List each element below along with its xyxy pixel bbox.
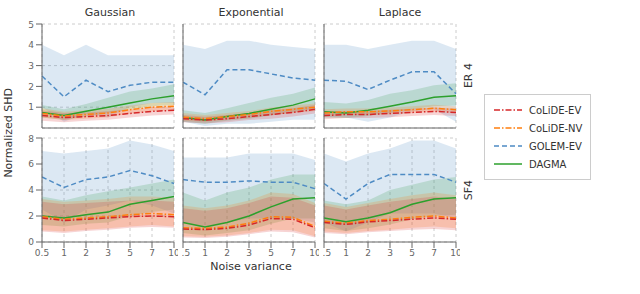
svg-text:4: 4 bbox=[28, 185, 34, 195]
svg-text:4: 4 bbox=[28, 40, 34, 50]
html-text:GOLEM-EV: GOLEM-EV bbox=[529, 140, 582, 152]
svg-text:3: 3 bbox=[246, 248, 252, 258]
html-text:CoLiDE-EV: CoLiDE-EV bbox=[529, 104, 582, 116]
svg-text:2: 2 bbox=[224, 248, 230, 258]
html-text:Laplace: Laplace bbox=[378, 6, 422, 19]
svg-text:1: 1 bbox=[202, 248, 208, 258]
svg-text:5: 5 bbox=[28, 20, 34, 30]
html-text:Normalized SHD: Normalized SHD bbox=[1, 88, 15, 178]
svg-text:10: 10 bbox=[309, 248, 319, 258]
svg-text:7: 7 bbox=[149, 248, 155, 258]
svg-text:2: 2 bbox=[365, 248, 371, 258]
svg-text:1: 1 bbox=[28, 102, 34, 112]
svg-text:7: 7 bbox=[431, 248, 437, 258]
html-text:Gaussian: Gaussian bbox=[84, 6, 136, 19]
svg-text:1: 1 bbox=[343, 248, 349, 258]
svg-text:5: 5 bbox=[409, 248, 415, 258]
svg-text:0: 0 bbox=[28, 237, 34, 247]
svg-text:2: 2 bbox=[83, 248, 89, 258]
svg-text:1: 1 bbox=[61, 248, 67, 258]
html-text:SF4: SF4 bbox=[461, 179, 475, 201]
svg-text:5: 5 bbox=[268, 248, 274, 258]
svg-text:3: 3 bbox=[387, 248, 393, 258]
svg-text:3: 3 bbox=[105, 248, 111, 258]
svg-text:10: 10 bbox=[450, 248, 460, 258]
svg-text:3: 3 bbox=[28, 61, 34, 71]
svg-text:7: 7 bbox=[290, 248, 296, 258]
html-text:DAGMA: DAGMA bbox=[529, 158, 567, 170]
svg-text:0.5: 0.5 bbox=[35, 248, 49, 258]
svg-text:8: 8 bbox=[28, 134, 34, 144]
svg-text:5: 5 bbox=[127, 248, 133, 258]
svg-text:2: 2 bbox=[28, 211, 34, 221]
html-text:ER 4: ER 4 bbox=[461, 63, 475, 89]
svg-text:6: 6 bbox=[28, 159, 34, 169]
svg-text:10: 10 bbox=[168, 248, 178, 258]
svg-text:2: 2 bbox=[28, 82, 34, 92]
svg-text:0.5: 0.5 bbox=[323, 248, 331, 258]
html-text:Exponential: Exponential bbox=[218, 6, 284, 19]
svg-text:0.5: 0.5 bbox=[182, 248, 190, 258]
html-text:CoLiDE-NV: CoLiDE-NV bbox=[529, 122, 583, 134]
html-text:Noise variance: Noise variance bbox=[210, 260, 292, 273]
